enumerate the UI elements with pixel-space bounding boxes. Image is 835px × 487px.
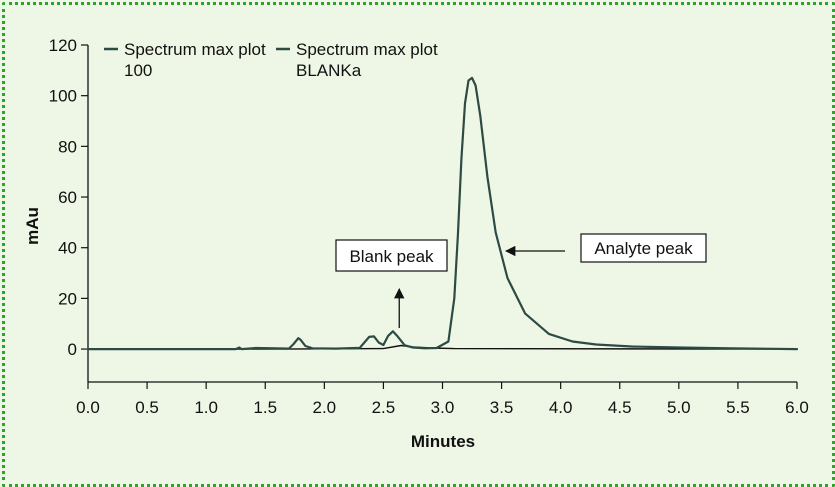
y-tick-label: 20 [58, 289, 77, 308]
y-tick-label: 120 [49, 36, 77, 55]
series-line-spectrum-100 [86, 76, 799, 351]
x-tick-label: 0.0 [76, 398, 100, 417]
x-tick-label: 4.0 [549, 398, 573, 417]
x-tick-label: 3.5 [490, 398, 514, 417]
y-axis-title: mAu [23, 207, 42, 245]
legend-label-2: Spectrum max plot BLANKa [296, 40, 438, 80]
x-axis-title: Minutes [411, 432, 475, 451]
x-tick-label: 2.5 [372, 398, 396, 417]
x-tick-label: 4.5 [608, 398, 632, 417]
x-tick-label: 2.0 [313, 398, 337, 417]
annotation-label-analyte: Analyte peak [594, 239, 693, 258]
x-tick-label: 0.5 [135, 398, 159, 417]
x-tick-label: 1.5 [253, 398, 277, 417]
x-tick-label: 3.0 [431, 398, 455, 417]
annotation-label-blank: Blank peak [349, 247, 434, 266]
y-tick-label: 40 [58, 239, 77, 258]
y-tick-label: 0 [68, 340, 77, 359]
annotation-box-analyte [580, 233, 707, 263]
y-tick-label: 60 [58, 188, 77, 207]
annotation-box-blank [335, 239, 448, 272]
y-tick-label: 80 [58, 137, 77, 156]
legend-label-1: Spectrum max plot 100 [124, 40, 266, 80]
x-tick-label: 1.0 [194, 398, 218, 417]
y-tick-label: 100 [49, 87, 77, 106]
x-tick-label: 5.5 [726, 398, 750, 417]
x-tick-label: 5.0 [667, 398, 691, 417]
x-tick-label: 6.0 [785, 398, 809, 417]
